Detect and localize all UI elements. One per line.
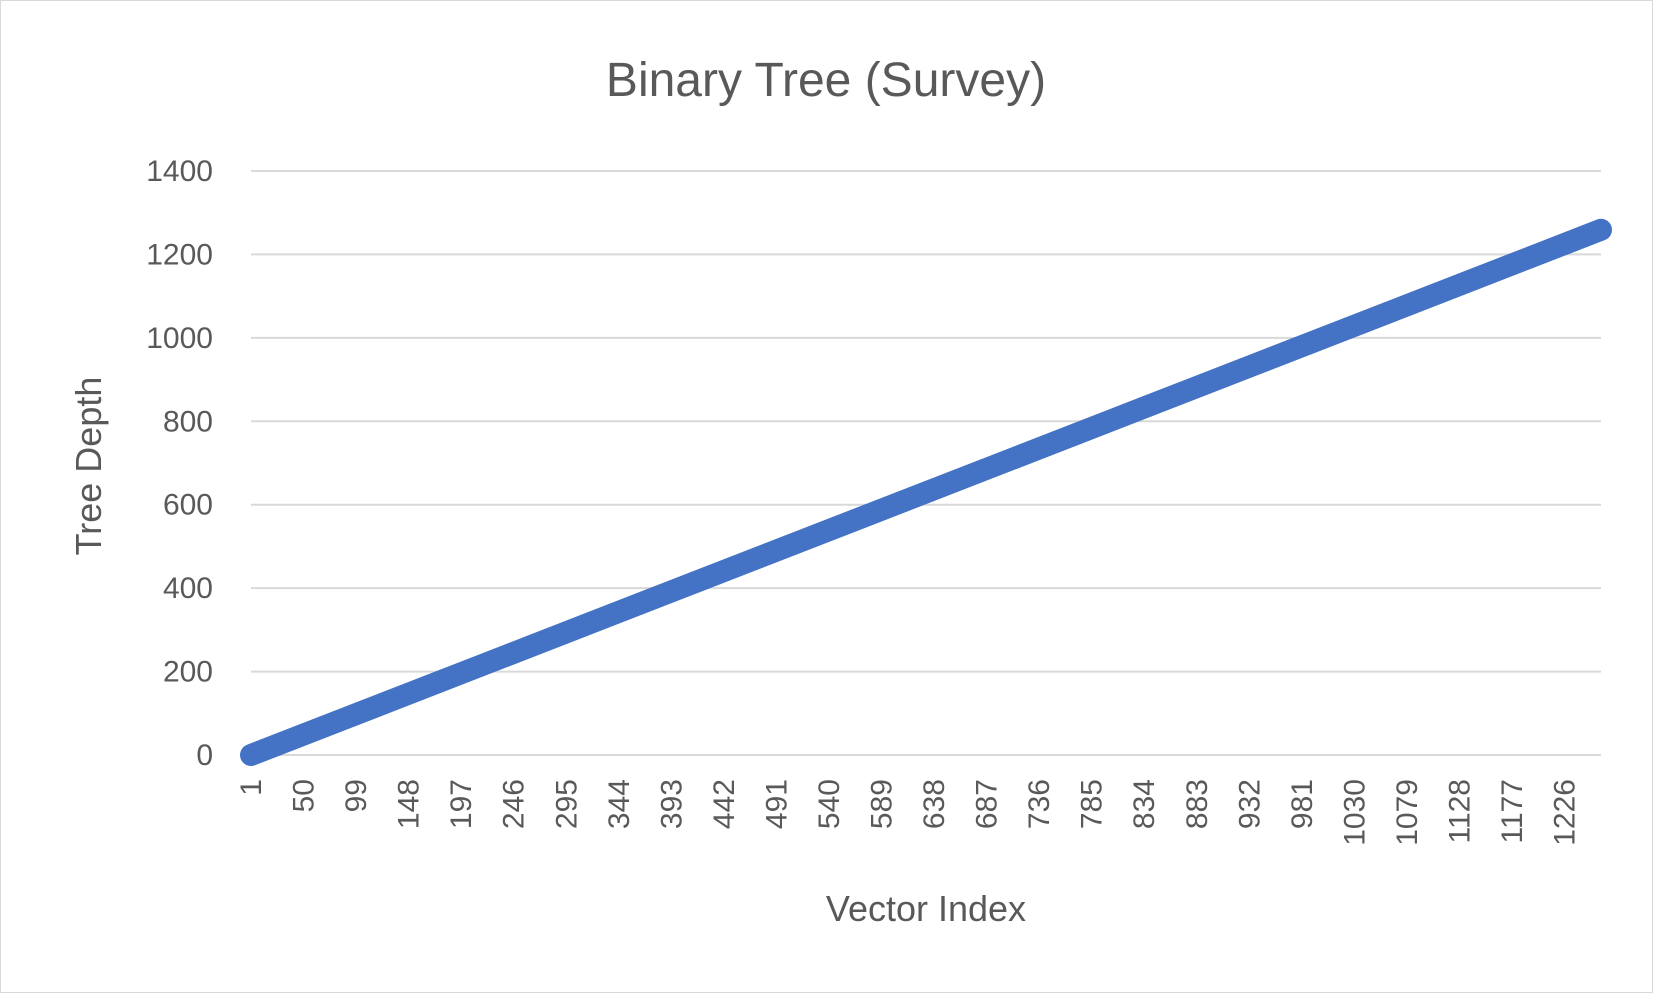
y-tick-label: 200 (163, 656, 213, 689)
x-tick-label: 1128 (1443, 779, 1476, 844)
chart-title: Binary Tree (Survey) (606, 54, 1046, 107)
x-tick-label: 981 (1286, 779, 1319, 829)
y-tick-label: 1400 (146, 155, 213, 188)
y-tick-label: 1200 (146, 238, 213, 271)
x-tick-label: 148 (393, 779, 426, 829)
y-tick-label: 600 (163, 489, 213, 522)
y-tick-label: 0 (196, 739, 213, 772)
x-tick-label: 883 (1181, 779, 1214, 829)
x-tick-label: 1079 (1391, 779, 1424, 846)
x-tick-label: 344 (603, 779, 636, 829)
x-tick-label: 932 (1233, 779, 1266, 829)
x-tick-label: 99 (340, 779, 373, 812)
y-tick-label: 1000 (146, 322, 213, 355)
x-tick-label: 1177 (1496, 779, 1529, 844)
x-tick-label: 540 (813, 779, 846, 829)
x-tick-label: 393 (655, 779, 688, 829)
x-tick-label: 785 (1076, 779, 1109, 829)
y-tick-label: 400 (163, 572, 213, 605)
y-tick-label: 800 (163, 405, 213, 438)
x-tick-label: 491 (760, 779, 793, 829)
x-tick-label: 589 (866, 779, 899, 829)
x-tick-label: 834 (1128, 779, 1161, 829)
x-tick-label: 638 (918, 779, 951, 829)
x-tick-label: 1 (235, 779, 268, 796)
x-tick-label: 295 (550, 779, 583, 829)
series-line (240, 218, 1612, 766)
y-tick-layer: 0 200 400 600 800 1000 1200 1400 (146, 155, 213, 772)
y-axis-title: Tree Depth (68, 377, 109, 556)
x-tick-label: 50 (288, 779, 321, 812)
x-tick-layer: 1 50 99 148 197 246 295 344 393 442 491 540 589 638 68… (235, 779, 1582, 846)
x-tick-label: 1030 (1338, 779, 1371, 846)
x-tick-label: 736 (1023, 779, 1056, 829)
x-tick-label: 687 (971, 779, 1004, 829)
x-tick-label: 1226 (1549, 779, 1582, 846)
x-axis-title: Vector Index (826, 888, 1026, 929)
x-tick-label: 246 (498, 779, 531, 829)
x-tick-label: 442 (708, 779, 741, 829)
series-layer (240, 218, 1612, 766)
x-tick-label: 197 (445, 779, 478, 829)
